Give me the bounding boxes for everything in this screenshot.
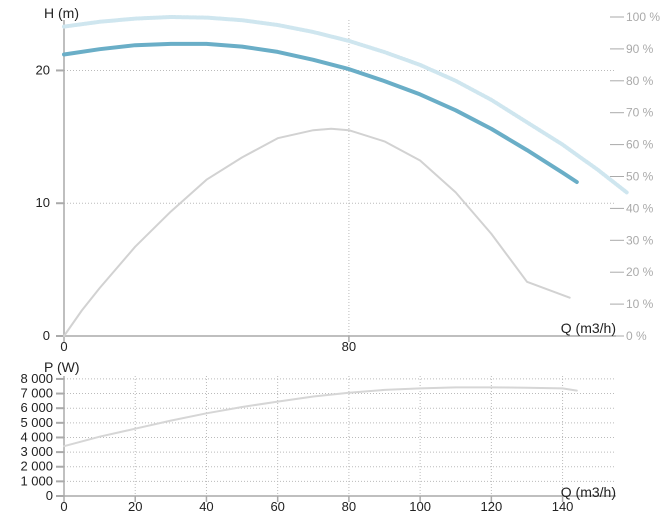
y-tick-label: 5 000 — [20, 415, 53, 430]
x-tick-label: 60 — [270, 499, 284, 514]
head-chart: 0 10 20 0 80 0 % 10 % 20 % 30 % 40 % 50 % 60 % 70 % 8… — [36, 5, 661, 354]
y-tick-label: 7 000 — [20, 386, 53, 401]
efficiency-tick-label: 20 % — [626, 265, 654, 279]
y-tick-label: 10 — [36, 195, 50, 210]
x-tick-label: 120 — [481, 499, 503, 514]
power-y-axis-title: P (W) — [44, 359, 80, 375]
y-tick-label: 0 — [43, 328, 50, 343]
head-chart-grid — [64, 20, 616, 336]
x-tick-label: 0 — [60, 339, 67, 354]
efficiency-tick-label: 40 % — [626, 201, 654, 215]
head-y-axis-title: H (m) — [44, 5, 79, 21]
power-curve — [63, 386, 578, 448]
efficiency-tick-label: 10 % — [626, 297, 654, 311]
y-tick-label: 6 000 — [20, 400, 53, 415]
y-tick-label: 2 000 — [20, 459, 53, 474]
y-tick-label: 3 000 — [20, 444, 53, 459]
efficiency-tick-label: 80 % — [626, 74, 654, 88]
x-tick-label: 80 — [342, 339, 356, 354]
x-tick-label: 20 — [128, 499, 142, 514]
head-x-axis-title: Q (m3/h) — [561, 320, 616, 336]
efficiency-tick-label: 30 % — [626, 233, 654, 247]
efficiency-tick-label: 60 % — [626, 138, 654, 152]
y-tick-label: 1 000 — [20, 473, 53, 488]
x-tick-label: 40 — [199, 499, 213, 514]
x-tick-label: 80 — [342, 499, 356, 514]
efficiency-tick-label: 0 % — [626, 329, 647, 343]
efficiency-tick-label: 50 % — [626, 170, 654, 184]
y-tick-label: 0 — [46, 488, 53, 503]
y-tick-label: 4 000 — [20, 429, 53, 444]
x-tick-label: 140 — [552, 499, 574, 514]
efficiency-curve — [63, 127, 571, 337]
x-tick-label: 0 — [60, 499, 67, 514]
power-x-axis-title: Q (m3/h) — [561, 484, 616, 500]
efficiency-tick-label: 100 % — [626, 10, 660, 24]
y-tick-label: 20 — [36, 62, 50, 77]
x-tick-label: 100 — [409, 499, 431, 514]
efficiency-tick-label: 90 % — [626, 42, 654, 56]
efficiency-tick-label: 70 % — [626, 106, 654, 120]
head-curve — [62, 41, 579, 184]
efficiency-upper-curve — [62, 15, 629, 195]
y-tick-label: 8 000 — [20, 371, 53, 386]
